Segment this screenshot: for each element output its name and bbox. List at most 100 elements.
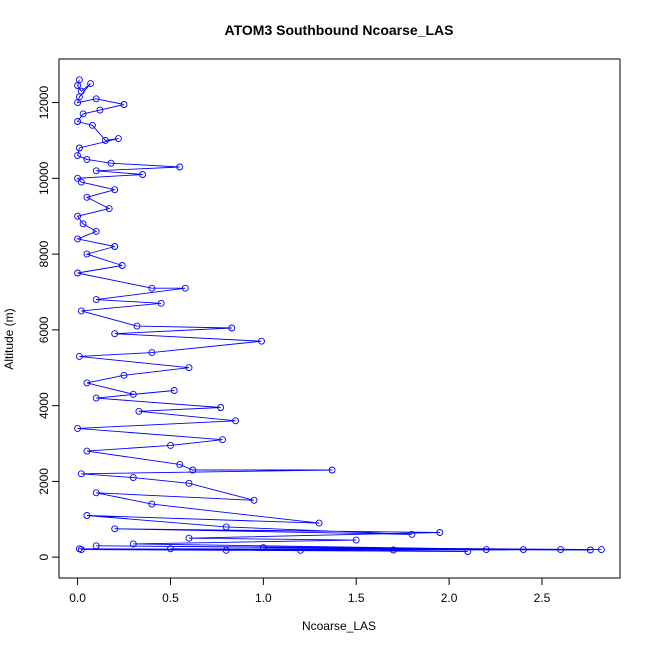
y-tick-label: 8000 <box>37 240 51 267</box>
y-tick-label: 12000 <box>37 86 51 120</box>
data-point <box>170 387 178 394</box>
data-point <box>148 349 156 357</box>
data-point <box>129 390 137 398</box>
data-point <box>217 404 225 411</box>
data-point <box>87 80 95 88</box>
data-point <box>120 371 128 379</box>
y-tick-label: 10000 <box>37 161 51 195</box>
data-point <box>328 466 336 474</box>
data-point <box>185 479 193 487</box>
data-point <box>92 296 100 304</box>
data-point <box>464 548 472 555</box>
plot-border <box>58 58 621 579</box>
data-point <box>176 163 184 171</box>
data-point <box>135 407 143 415</box>
data-point <box>75 545 83 553</box>
data-point <box>92 394 100 402</box>
data-point <box>185 364 193 372</box>
data-point <box>189 466 197 474</box>
data-point <box>482 546 490 554</box>
data-point <box>79 110 87 118</box>
x-tick-label: 2.5 <box>534 591 551 605</box>
data-point <box>129 474 137 482</box>
data-point <box>222 546 230 554</box>
data-point <box>77 178 85 186</box>
y-tick-label: 0 <box>37 554 51 561</box>
data-point <box>176 460 184 468</box>
data-point <box>101 136 109 144</box>
data-point <box>74 152 82 160</box>
data-point <box>74 99 82 107</box>
data-point <box>74 118 82 125</box>
data-point <box>139 171 147 178</box>
data-point <box>75 352 83 360</box>
data-point <box>181 284 189 292</box>
data-point <box>258 337 265 345</box>
data-point <box>83 379 91 387</box>
data-point <box>219 436 226 444</box>
data-point <box>148 500 156 508</box>
data-point <box>105 205 113 213</box>
data-point <box>259 544 267 552</box>
series-path <box>76 79 602 552</box>
x-tick-label: 1.0 <box>255 591 272 605</box>
data-point <box>436 529 444 536</box>
x-axis: 0.0 0.5 1.0 1.5 2.0 2.5 <box>69 577 551 605</box>
x-tick-label: 2.0 <box>441 591 458 605</box>
data-point <box>74 424 82 432</box>
x-tick-label: 0.0 <box>69 591 86 605</box>
data-point <box>120 101 128 108</box>
data-point <box>389 546 397 554</box>
x-tick-label: 1.5 <box>348 591 365 605</box>
data-point <box>157 299 165 307</box>
y-tick-label: 6000 <box>37 316 51 343</box>
data-point <box>92 167 100 175</box>
data-point <box>74 82 82 89</box>
data-point <box>519 546 527 554</box>
data-point <box>408 530 416 538</box>
data-point <box>111 243 119 250</box>
data-point <box>114 135 122 143</box>
data-point <box>250 496 258 504</box>
data-point <box>83 155 91 163</box>
data-point <box>92 489 100 497</box>
data-point <box>74 269 82 277</box>
data-point <box>111 525 119 533</box>
data-point <box>75 144 83 152</box>
data-point <box>133 322 141 330</box>
data-point <box>96 106 104 114</box>
data-point <box>167 441 174 449</box>
x-tick-label: 0.5 <box>162 591 179 605</box>
x-axis-label: Ncoarse_LAS <box>302 619 376 633</box>
data-point <box>148 284 156 292</box>
data-point <box>232 417 239 425</box>
data-point <box>111 186 119 194</box>
y-tick-label: 4000 <box>37 392 51 419</box>
series-line <box>74 76 605 555</box>
data-point <box>586 546 594 554</box>
data-point <box>74 212 82 220</box>
data-point <box>92 227 100 235</box>
data-point <box>352 536 360 544</box>
data-point <box>107 159 115 167</box>
data-point <box>315 519 323 527</box>
data-point <box>557 546 565 554</box>
plot-region <box>74 76 605 555</box>
data-point <box>92 95 100 103</box>
data-point <box>228 324 236 332</box>
y-tick-label: 2000 <box>37 468 51 495</box>
data-point <box>74 174 82 182</box>
data-point <box>297 546 304 554</box>
data-point <box>79 220 87 228</box>
data-point <box>83 447 91 455</box>
data-point <box>597 546 605 554</box>
data-point <box>83 193 91 201</box>
data-point <box>83 512 91 519</box>
y-axis-label: Altitude (m) <box>2 308 16 369</box>
chart-title: ATOM3 Southbound Ncoarse_LAS <box>225 22 454 38</box>
data-point <box>222 523 230 531</box>
y-axis: 0 2000 4000 6000 8000 10000 12000 <box>37 86 60 561</box>
data-point <box>118 262 126 269</box>
data-point <box>74 235 82 243</box>
